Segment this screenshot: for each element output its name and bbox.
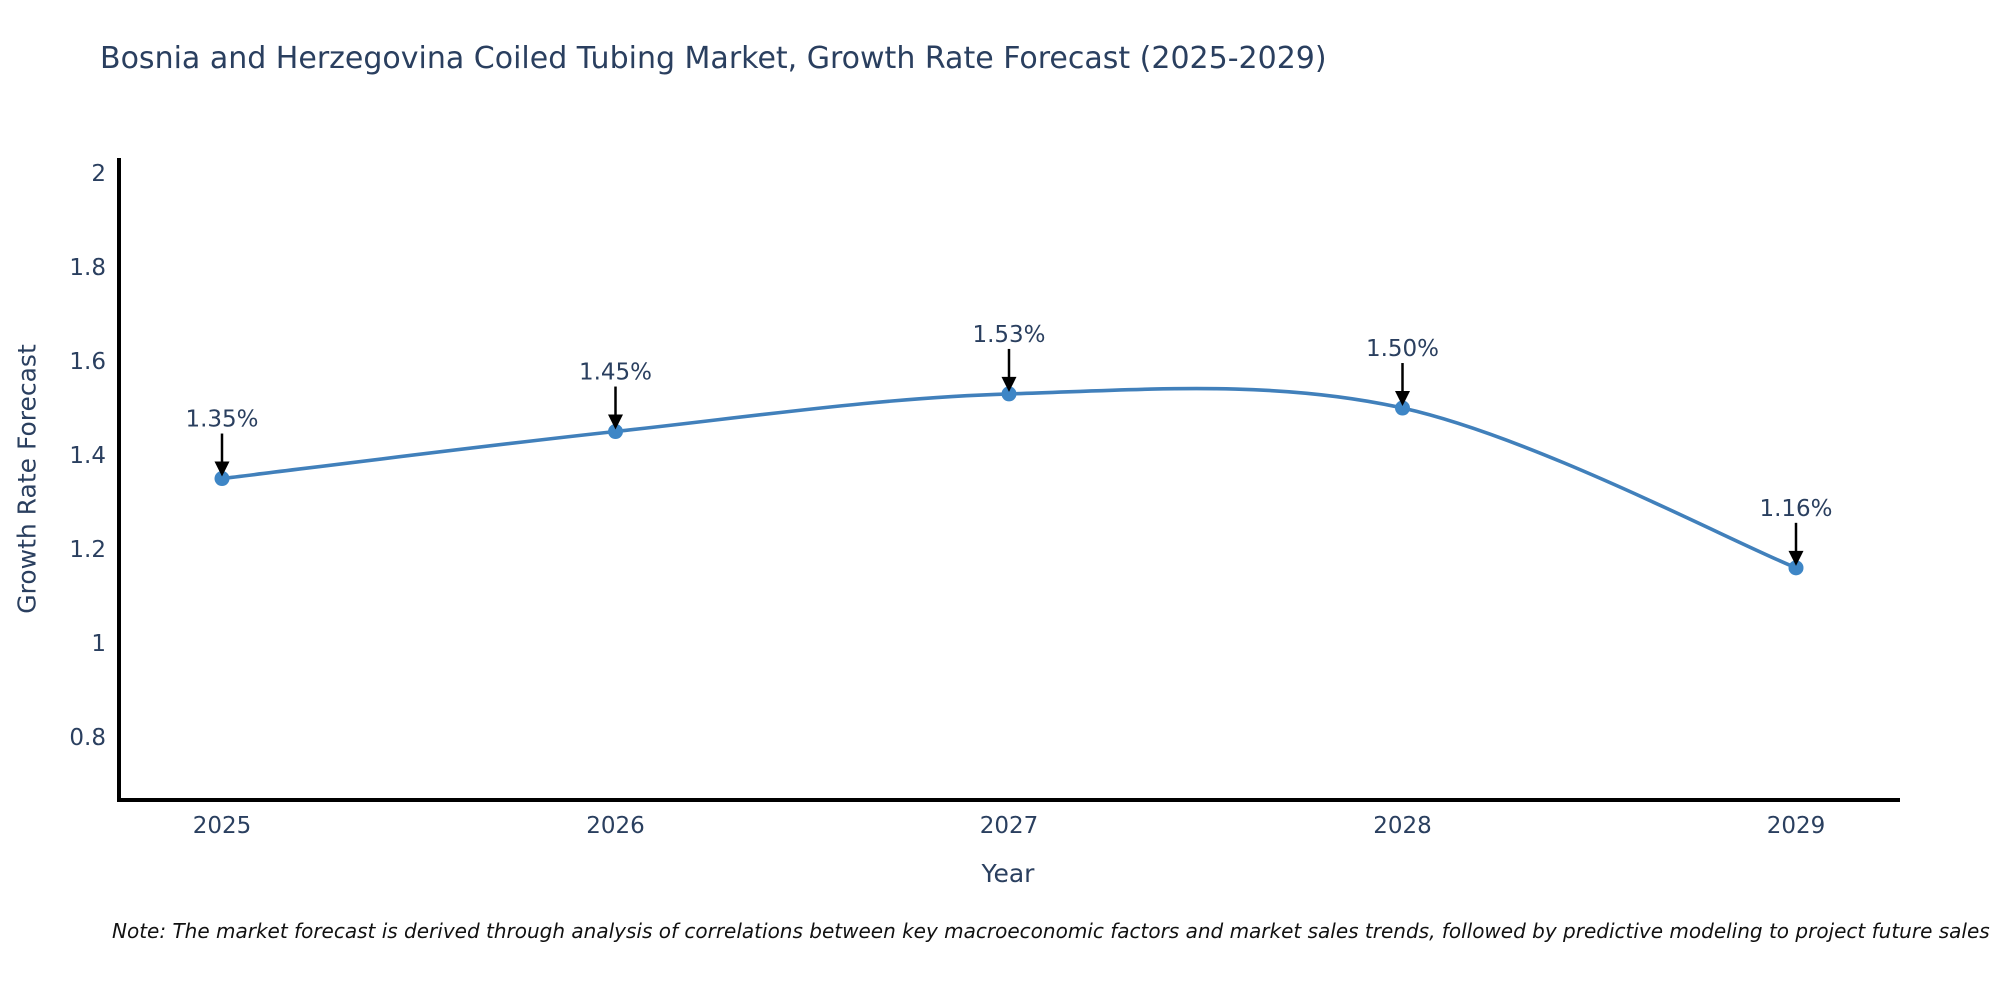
y-tick-label: 1 [91, 631, 106, 657]
annotation-arrowhead [1395, 391, 1410, 407]
x-tick-label: 2028 [1373, 813, 1432, 839]
annotation-arrowhead [1788, 550, 1804, 566]
data-point-label: 1.53% [972, 322, 1045, 348]
x-axis-title: Year [981, 859, 1035, 888]
y-tick-label: 2 [91, 161, 106, 187]
annotation-arrowhead [214, 461, 230, 477]
annotation-arrowhead [608, 414, 623, 430]
x-tick-label: 2027 [980, 813, 1039, 839]
data-point-marker [608, 424, 623, 440]
data-point-marker [1788, 560, 1804, 576]
data-point-label: 1.45% [579, 360, 652, 386]
data-point-label: 1.35% [185, 407, 258, 433]
forecast-line [221, 386, 1797, 570]
y-tick-label: 0.8 [69, 725, 106, 751]
y-tick-label: 1.4 [69, 443, 106, 469]
y-tick-label: 1.6 [69, 349, 106, 375]
data-point-marker [1001, 386, 1017, 402]
footnote: Note: The market forecast is derived thr… [112, 919, 1990, 943]
x-tick-label: 2026 [586, 813, 645, 839]
x-tick-label: 2029 [1767, 813, 1826, 839]
data-point-label: 1.16% [1759, 496, 1832, 522]
y-tick-label: 1.2 [69, 537, 106, 563]
x-tick-label: 2025 [193, 813, 252, 839]
chart-title: Bosnia and Herzegovina Coiled Tubing Mar… [100, 41, 1327, 76]
y-tick-label: 1.8 [69, 255, 106, 281]
annotation-arrowhead [1001, 376, 1017, 392]
data-point-marker [1395, 400, 1410, 416]
data-point-marker [214, 471, 230, 487]
data-point-label: 1.50% [1366, 336, 1439, 362]
